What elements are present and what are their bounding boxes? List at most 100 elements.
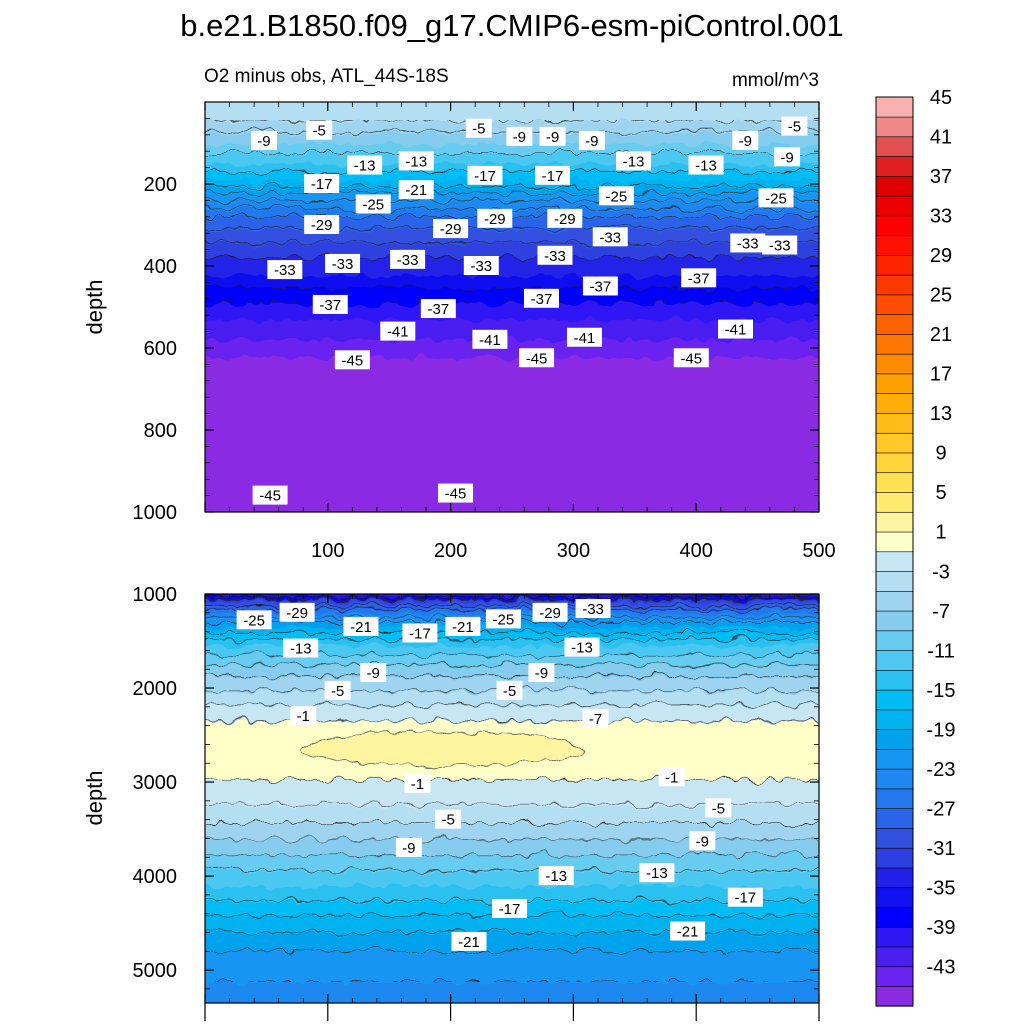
contour-band [205,154,819,157]
contour-label: -33 [537,245,573,265]
colorbar-swatch [875,808,914,829]
contour-band [205,398,819,401]
contour-band [205,504,819,507]
contour-band [205,700,819,703]
lower-contour-labels: -25 -29-21 -17 -21 -25 -29 -33-13 -13-9 -9-5 -5-1… [236,599,763,951]
contour-band [205,668,819,671]
contour-band [205,358,819,361]
colorbar-tick-label: -11 [927,640,954,662]
colorbar-swatch [875,590,914,612]
contour-band [205,594,819,597]
colorbar-swatch [875,452,914,474]
contour-band [205,276,819,279]
colorbar-tick-label: -27 [927,798,956,820]
contour-label: -45 [438,483,474,503]
contour-label: -45 [673,348,709,368]
contour-label-text: -21 [677,924,699,941]
contour-band [205,794,819,797]
upper-contour-lines [205,120,819,304]
contour-label-box [250,130,277,150]
contour-label-text: -9 [257,133,270,150]
contour-label: -13 [347,155,383,175]
contour-band [205,784,819,787]
contour-band [205,596,819,599]
contour-band [205,718,819,721]
contour-label: -17 [402,623,438,643]
contour-label-text: -5 [441,812,454,829]
contour-label-box [592,227,628,247]
contour-label: -1 [404,773,431,793]
lower-plot-frame [204,593,820,1004]
contour-band [205,410,819,413]
colorbar-swatch [875,274,914,296]
contour-label: -5 [705,798,732,818]
contour-label-text: -25 [493,611,515,628]
contour-label-text: -9 [535,665,548,682]
contour-band [205,876,819,879]
contour-label: -7 [582,709,609,729]
contour-band [205,422,819,425]
contour-band [205,656,819,659]
contour-band [195,586,829,589]
contour-band [205,796,819,799]
contour-label-text: -37 [319,297,341,314]
contour-label: -37 [681,268,717,288]
contour-label-box [582,276,618,296]
contour-band [205,194,819,197]
contour-band [205,288,819,291]
contour-label-box [438,483,474,503]
contour-label-text: -5 [313,123,326,140]
contour-band [205,430,819,433]
contour-band [205,182,819,185]
contour-band [205,284,819,287]
contour-label: -45 [334,350,370,370]
contour-band [205,374,819,377]
contour-label-text: -5 [331,683,344,700]
contour-label-box [781,116,808,136]
x-tick-label: 400 [680,540,713,562]
colorbar-swatch [875,136,914,157]
contour-band [205,146,819,149]
contour-band [205,888,819,891]
colorbar-swatch [875,551,914,572]
contour-band [205,188,819,191]
contour-label-text: -45 [445,486,467,503]
contour-label: -9 [250,130,277,150]
colorbar-swatch [875,689,914,711]
contour-band [205,770,819,773]
colorbar-swatch [875,946,914,968]
contour-band [205,856,819,859]
contour-label-text: -29 [539,605,561,622]
contour-band [205,450,819,453]
colorbar-tick-label: 45 [930,87,952,109]
contour-band [205,968,819,971]
contour-band [205,102,819,105]
contour-band [205,508,819,511]
contour-label-text: -33 [332,256,354,273]
contour-band [205,662,819,665]
contour-band [205,814,819,817]
contour-band [205,414,819,417]
contour-label-box [304,215,340,234]
contour-band [205,732,819,735]
contour-band [205,674,819,677]
contour-band [205,602,819,605]
contour-band [195,1004,829,1007]
contour-band [205,780,819,783]
contour-band [205,782,819,785]
contour-label: -41 [717,319,753,339]
lower-axes: 1000 2000 3000 4000 5000 [133,584,820,1021]
contour-label-text: -33 [470,258,492,275]
contour-label-text: -9 [402,840,415,857]
contour-band [205,462,819,465]
colorbar-swatch [875,235,914,256]
contour-band [205,168,819,171]
contour-band [205,340,819,343]
contour-label-box [347,155,383,175]
contour-label-box [688,155,724,175]
contour-label-text: -17 [499,901,521,918]
contour-band [205,160,819,163]
contour-label: -13 [616,151,652,171]
contour-label: -13 [564,637,600,657]
contour-band [205,712,819,715]
